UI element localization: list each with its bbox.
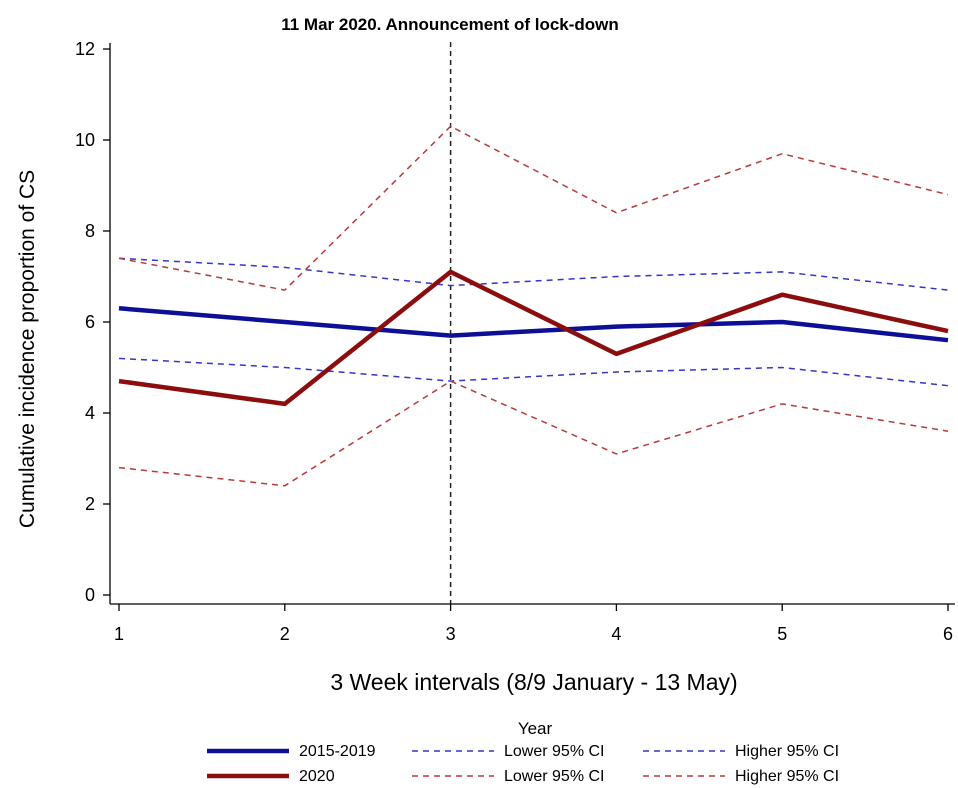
y-tick-label: 4 <box>85 403 95 423</box>
series-lines <box>118 42 949 604</box>
series-line-4 <box>118 380 949 487</box>
series-line-1 <box>118 357 949 387</box>
series-line-5 <box>118 125 949 291</box>
series-line-2 <box>118 257 949 291</box>
lockdown-annotation: 11 Mar 2020. Announcement of lock-down <box>281 15 619 34</box>
x-tick-label: 2 <box>280 624 290 644</box>
x-tick-label: 4 <box>611 624 621 644</box>
legend-label-1: Lower 95% CI <box>504 743 605 760</box>
series-line-0 <box>118 306 949 343</box>
y-tick-label: 6 <box>85 312 95 332</box>
series-line-3 <box>118 269 949 407</box>
legend-label-4: Lower 95% CI <box>504 768 605 785</box>
y-tick-label: 8 <box>85 221 95 241</box>
x-tick-label: 3 <box>446 624 456 644</box>
x-axis-label: 3 Week intervals (8/9 January - 13 May) <box>330 669 737 695</box>
x-tick-label: 5 <box>777 624 787 644</box>
legend-label-3: 2020 <box>299 768 335 785</box>
x-tick-label: 1 <box>114 624 124 644</box>
legend-label-2: Higher 95% CI <box>735 743 839 760</box>
y-axis-label: Cumulative incidence proportion of CS <box>16 170 39 528</box>
y-tick-label: 12 <box>75 39 95 59</box>
y-tick-label: 2 <box>85 494 95 514</box>
x-tick-label: 6 <box>943 624 953 644</box>
legend-label-5: Higher 95% CI <box>735 768 839 785</box>
y-tick-label: 0 <box>85 585 95 605</box>
legend-label-0: 2015-2019 <box>299 743 376 760</box>
y-tick-label: 10 <box>75 130 95 150</box>
legend: 2015-2019 Lower 95% CI Higher 95% CI 2020 Lo… <box>207 743 839 785</box>
legend-title: Year <box>518 719 553 738</box>
